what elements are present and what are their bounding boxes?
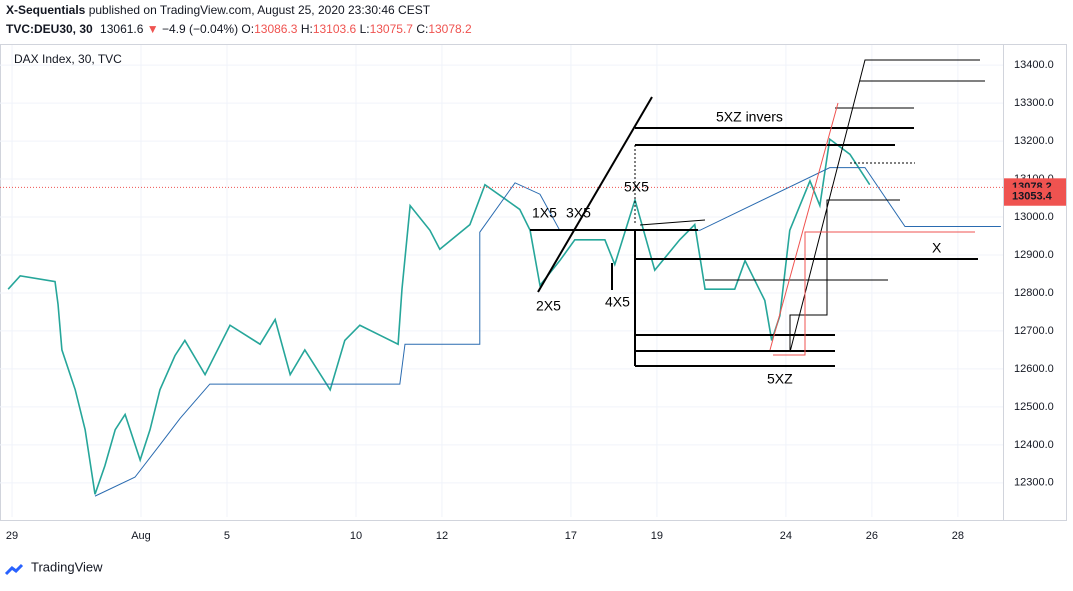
y-tick-label: 13000.0	[1014, 211, 1054, 223]
level	[639, 219, 706, 226]
quote-line: TVC:DEU30, 30 13061.6 ▼ −4.9 (−0.04%) O:…	[6, 22, 472, 36]
drawings	[530, 96, 978, 367]
annotation: 1X5	[532, 205, 557, 221]
x-tick-label: 10	[350, 530, 362, 542]
y-tick-label: 12700.0	[1014, 325, 1054, 337]
grid	[0, 45, 1003, 517]
header-line: X-Sequentials published on TradingView.c…	[6, 3, 431, 17]
published: published on TradingView.com, August 25,…	[89, 3, 431, 17]
x-tick-label: 19	[651, 530, 663, 542]
low-label: L:	[360, 22, 370, 36]
price-label-box	[1004, 187, 1066, 206]
x-tick-label: 12	[436, 530, 448, 542]
x-tick-label: 24	[780, 530, 792, 542]
logo	[4, 563, 24, 576]
x-tick-label: Aug	[131, 530, 151, 542]
y-tick-label: 12600.0	[1014, 363, 1054, 375]
chart-frame	[0, 44, 1067, 521]
arrow: ▼	[147, 22, 159, 36]
price-line	[7, 137, 871, 495]
brand-name: TradingView	[31, 559, 103, 574]
annotations: 5XZ invers 5X5 1X5 3X5 2X5 4X5 5XZ X	[532, 109, 942, 387]
zigzag	[789, 59, 980, 353]
annotation: 5XZ	[767, 371, 793, 387]
close-label: C:	[416, 22, 428, 36]
thin-drawings	[611, 59, 985, 353]
price-line	[94, 167, 1001, 497]
low: 13075.7	[370, 22, 414, 36]
open-label: O:	[241, 22, 254, 36]
annotation: 3X5	[566, 205, 591, 221]
annotation: 5X5	[624, 179, 649, 195]
red-drawings	[769, 102, 975, 356]
last: 13061.6	[100, 22, 144, 36]
y-tick-label: 13300.0	[1014, 97, 1054, 109]
annotation: X	[932, 240, 942, 256]
y-tick-label: 12500.0	[1014, 401, 1054, 413]
high-label: H:	[301, 22, 313, 36]
annotation: 5XZ invers	[716, 109, 783, 125]
y-tick-label: 12900.0	[1014, 249, 1054, 261]
x-tick-label: 28	[952, 530, 964, 542]
symbol: TVC:DEU30, 30	[6, 22, 93, 36]
red-trend	[769, 102, 839, 351]
x-tick-label: 26	[866, 530, 878, 542]
chart-title: DAX Index, 30, TVC	[14, 52, 122, 66]
price-label: 13053.4	[1012, 191, 1053, 203]
red-step	[773, 231, 975, 356]
open: 13086.3	[254, 22, 298, 36]
annotation: 2X5	[536, 298, 561, 314]
y-tick-label: 13400.0	[1014, 59, 1054, 71]
y-tick-label: 13200.0	[1014, 135, 1054, 147]
close: 13078.2	[428, 22, 472, 36]
marks	[0, 137, 1003, 497]
y-tick-label: 12800.0	[1014, 287, 1054, 299]
high: 13103.6	[313, 22, 357, 36]
x-tick-label: 17	[565, 530, 577, 542]
y-tick-label: 12400.0	[1014, 439, 1054, 451]
x-tick-label: 29	[6, 530, 18, 542]
step	[789, 199, 900, 352]
brand: TradingView	[4, 559, 103, 576]
publisher: X-Sequentials	[6, 3, 86, 17]
y-tick-label: 12300.0	[1014, 477, 1054, 489]
x-tick-label: 5	[224, 530, 230, 542]
change: −4.9 (−0.04%)	[162, 22, 238, 36]
trend-line	[537, 96, 653, 293]
annotation: 4X5	[605, 294, 630, 310]
